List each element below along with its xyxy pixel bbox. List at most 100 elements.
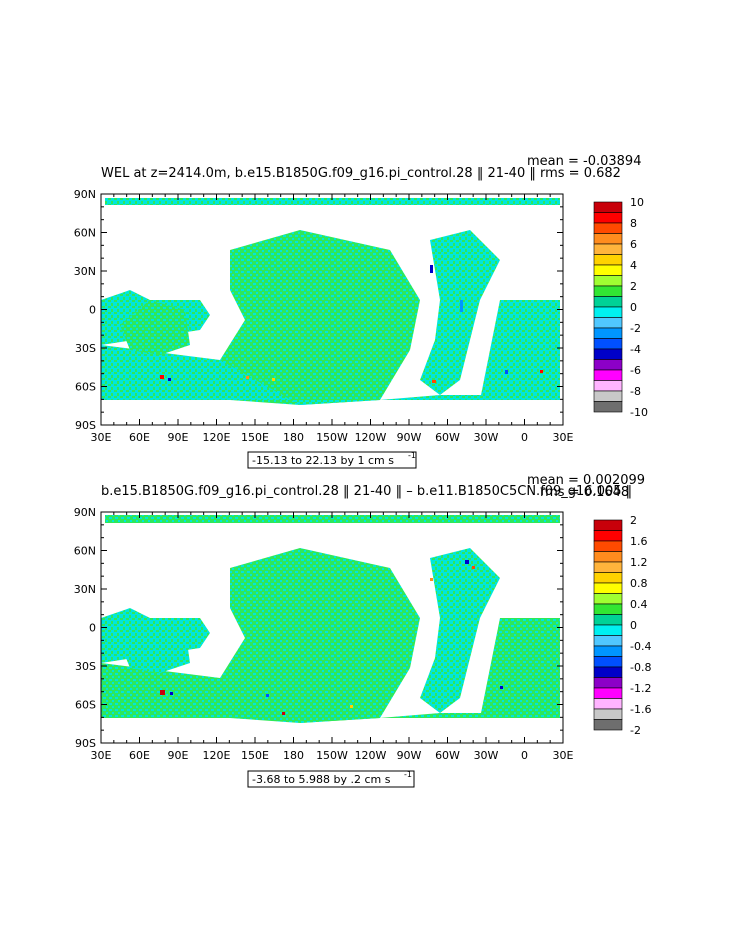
panel-1-mean: mean = -0.03894 (527, 154, 641, 169)
colorbar-swatch (593, 677, 623, 689)
colorbar-label: -0.4 (630, 640, 651, 653)
lon-label: 150W (316, 749, 348, 762)
colorbar-label: 0 (630, 619, 637, 632)
lat-label: 30N (74, 265, 96, 278)
lon-label: 0 (521, 431, 528, 444)
lon-label: 180 (283, 749, 304, 762)
lon-label: 90W (397, 749, 422, 762)
lat-label: 30S (75, 342, 96, 355)
colorbar-label: -2 (630, 724, 641, 737)
lat-label: 90N (74, 188, 96, 201)
colorbar-swatch (593, 222, 623, 234)
lon-label: 90E (168, 749, 189, 762)
colorbar-swatch (593, 317, 623, 329)
colorbar-swatch (593, 719, 623, 731)
colorbar-swatch (593, 285, 623, 297)
colorbar-swatch (593, 401, 623, 413)
colorbar-swatch (593, 530, 623, 542)
lon-label: 60E (129, 749, 150, 762)
colorbar-label: 6 (630, 238, 637, 251)
panel-2-rms: rms = 0.1648 (540, 485, 629, 500)
panel-2-title: b.e15.B1850G.f09_g16.pi_control.28 ‖ 21-… (101, 484, 632, 499)
lat-label: 90N (74, 506, 96, 519)
panel-2-range-exp: -1 (404, 770, 412, 779)
colorbar-label: -2 (630, 322, 641, 335)
lon-label: 150W (316, 431, 348, 444)
colorbar-swatch (593, 243, 623, 255)
lat-label: 0 (89, 304, 96, 317)
colorbar-label: -4 (630, 343, 641, 356)
colorbar-label: 0.8 (630, 577, 648, 590)
colorbar-swatch (593, 296, 623, 308)
colorbar-label: 0 (630, 301, 637, 314)
panel-1-range-exp: -1 (408, 451, 416, 460)
lon-label: 120E (203, 431, 231, 444)
lon-label: 150E (241, 431, 269, 444)
colorbar-swatch (593, 264, 623, 276)
lon-label: 0 (521, 749, 528, 762)
colorbar-swatch (593, 603, 623, 615)
colorbar-label: 2 (630, 280, 637, 293)
lon-label: 30E (553, 749, 574, 762)
colorbar-label: 4 (630, 259, 637, 272)
colorbar-swatch (593, 380, 623, 392)
panel-2-axes: 30E 60E 90E 120E 150E 180 150W 120W 90W 60W 30W 0 30… (74, 506, 574, 762)
panel-1-speckles (160, 265, 543, 383)
colorbar-swatch (593, 254, 623, 266)
panel-2-colorbar: 2 1.6 1.2 0.8 0.4 0 -0.4 -0.8 -1.2 -1.6 -2 (593, 514, 651, 737)
panel-2-speckles (160, 560, 503, 715)
colorbar-swatch (593, 369, 623, 381)
colorbar-swatch (593, 306, 623, 318)
panel-1-rms: rms = 0.682 (540, 166, 621, 181)
panel-2-range-box: -3.68 to 5.988 by .2 cm s -1 (247, 770, 415, 788)
panel-1-range-label: -15.13 to 22.13 by 1 cm s (252, 454, 394, 467)
panel-1-title: WEL at z=2414.0m, b.e15.B1850G.f09_g16.p… (101, 166, 536, 181)
panel-1-colorbar: 10 8 6 4 2 0 -2 -4 -6 -8 -10 (593, 196, 648, 419)
lon-label: 30W (474, 431, 499, 444)
lat-label: 60N (74, 545, 96, 558)
lon-label: 60W (435, 749, 460, 762)
colorbar-swatch (593, 708, 623, 720)
colorbar-swatch (593, 212, 623, 224)
panel-1-map (100, 193, 564, 426)
colorbar-swatch (593, 519, 623, 531)
panel-1-range-box: -15.13 to 22.13 by 1 cm s -1 (247, 451, 417, 469)
colorbar-swatch (593, 624, 623, 636)
lon-label: 120W (355, 749, 387, 762)
colorbar-label: 1.2 (630, 556, 648, 569)
panel-2-range-label: -3.68 to 5.988 by .2 cm s (252, 773, 391, 786)
colorbar-label: -6 (630, 364, 641, 377)
colorbar-swatch (593, 614, 623, 626)
colorbar-swatch (593, 201, 623, 213)
lon-label: 180 (283, 431, 304, 444)
lon-label: 30E (91, 431, 112, 444)
colorbar-swatch (593, 593, 623, 605)
lat-label: 90S (75, 737, 96, 750)
colorbar-swatch (593, 233, 623, 245)
colorbar-label: 1.6 (630, 535, 648, 548)
colorbar-swatch (593, 275, 623, 287)
colorbar-swatch (593, 582, 623, 594)
colorbar-swatch (593, 338, 623, 350)
lon-label: 90W (397, 431, 422, 444)
colorbar-label: -8 (630, 385, 641, 398)
colorbar-swatch (593, 551, 623, 563)
lon-label: 60E (129, 431, 150, 444)
colorbar-swatch (593, 390, 623, 402)
lat-label: 90S (75, 419, 96, 432)
colorbar-swatch (593, 656, 623, 668)
lon-label: 150E (241, 749, 269, 762)
lon-label: 120W (355, 431, 387, 444)
lat-label: 60S (75, 699, 96, 712)
colorbar-label: 2 (630, 514, 637, 527)
colorbar-swatch (593, 698, 623, 710)
colorbar-swatch (593, 687, 623, 699)
colorbar-swatch (593, 572, 623, 584)
panel-2-map (100, 511, 564, 744)
lat-label: 0 (89, 622, 96, 635)
colorbar-label: -1.2 (630, 682, 651, 695)
colorbar-label: 0.4 (630, 598, 648, 611)
colorbar-swatch (593, 645, 623, 657)
lon-label: 30E (553, 431, 574, 444)
